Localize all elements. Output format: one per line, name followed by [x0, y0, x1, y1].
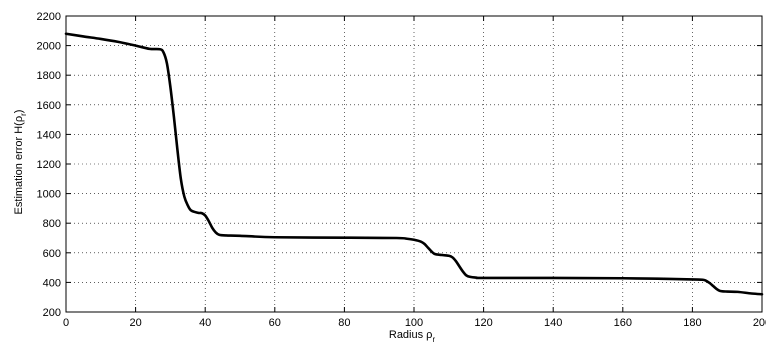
- x-tick-label: 160: [614, 317, 632, 329]
- x-tick-label: 120: [474, 317, 492, 329]
- y-axis-title-subscript: r: [19, 113, 28, 116]
- x-axis-title-base: Radius ρ: [389, 329, 433, 341]
- tick-labels: 0 20 40 60 80 100 120 140 160 180 200 200 400 600 800 1…: [37, 11, 766, 329]
- x-tick-label: 200: [753, 317, 766, 329]
- x-tick-label: 0: [63, 317, 69, 329]
- y-tick-label: 400: [43, 277, 61, 289]
- x-tick-label: 180: [683, 317, 701, 329]
- x-tick-label: 60: [269, 317, 281, 329]
- x-axis-title-subscript: r: [432, 335, 435, 344]
- y-tick-label: 600: [43, 248, 61, 260]
- y-axis-title-tail: ): [13, 110, 25, 114]
- x-tick-label: 20: [129, 317, 141, 329]
- y-tick-label: 1000: [37, 189, 61, 201]
- x-axis-title: Radius ρr: [389, 329, 436, 344]
- x-tick-label: 140: [544, 317, 562, 329]
- y-tick-label: 1600: [37, 100, 61, 112]
- y-tick-label: 1400: [37, 129, 61, 141]
- plot-frame: [65, 15, 763, 313]
- y-tick-label: 1800: [37, 70, 61, 82]
- x-tick-label: 80: [338, 317, 350, 329]
- y-axis-title-base: Estimation error H(ρ: [13, 116, 25, 215]
- series-line: [64, 32, 764, 296]
- y-tick-label: 2200: [37, 11, 61, 23]
- y-tick-label: 1200: [37, 159, 61, 171]
- y-axis-title: Estimation error H(ρr): [13, 110, 28, 215]
- y-tick-label: 2000: [37, 41, 61, 53]
- y-tick-label: 800: [43, 218, 61, 230]
- x-tick-label: 40: [199, 317, 211, 329]
- x-tick-label: 100: [405, 317, 423, 329]
- y-tick-label: 200: [43, 307, 61, 319]
- grid: [66, 16, 762, 312]
